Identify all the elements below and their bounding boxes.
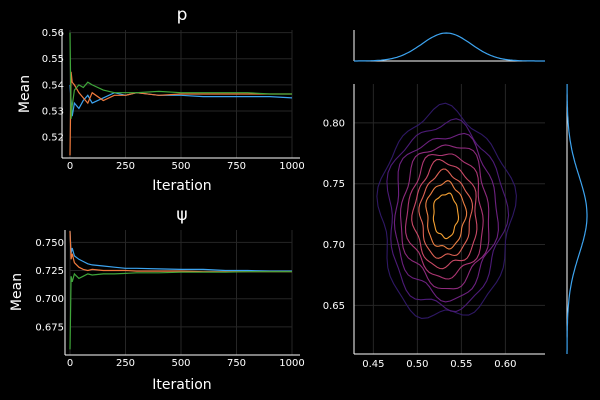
contour-level-4: [399, 144, 490, 290]
p-trace-panel: p 0 250 500 750 1000 0.52 0.53 0.54 0.55 0.56 Ite…: [17, 5, 305, 194]
top-marginal-curve: [354, 32, 545, 62]
psi-ytick-label: 0.750: [35, 238, 64, 249]
psi-series-line-3: [69, 271, 292, 350]
p-xtick-label: 250: [116, 161, 135, 172]
right-marginal-curve: [566, 84, 588, 354]
psi-xtick-label: 0: [67, 358, 73, 369]
psi-title: ψ: [176, 205, 187, 225]
contour-gridlines: [354, 84, 545, 354]
p-ytick-label: 0.52: [42, 133, 64, 144]
contour-level-8: [425, 180, 468, 250]
p-ylabel: Mean: [17, 75, 33, 113]
joint-density-panel: 0.45 0.50 0.55 0.60 0.65 0.70 0.75 0.80: [323, 30, 588, 370]
contour-level-3: [393, 132, 499, 303]
psi-ylabel: Mean: [9, 273, 25, 311]
contour-xtick-label: 0.45: [362, 359, 384, 370]
contour-ytick-label: 0.80: [323, 118, 345, 129]
contour-ytick-label: 0.65: [323, 301, 345, 312]
p-xtick-label: 750: [227, 161, 246, 172]
contour-xtick-label: 0.55: [450, 359, 472, 370]
psi-ytick-label: 0.675: [35, 322, 64, 333]
contour-level-5: [404, 153, 484, 280]
psi-xtick-label: 750: [227, 358, 246, 369]
psi-ytick-label: 0.725: [35, 266, 64, 277]
p-ytick-label: 0.55: [42, 54, 64, 65]
psi-xtick-label: 500: [171, 358, 190, 369]
top-marginal-density: [353, 30, 545, 62]
p-series-line-2: [69, 71, 292, 156]
psi-xtick-label: 250: [116, 358, 135, 369]
contour-level-7: [418, 168, 474, 259]
contour-lines: [376, 102, 517, 319]
psi-series-lines: [69, 231, 292, 350]
p-xtick-label: 1000: [279, 161, 304, 172]
right-marginal-density: [566, 84, 588, 354]
p-xtick-label: 0: [67, 161, 73, 172]
contour-level-9: [432, 192, 460, 240]
p-series-line-3: [69, 32, 292, 119]
p-tick-labels: 0 250 500 750 1000 0.52 0.53 0.54 0.55 0.56: [42, 28, 305, 172]
contour-xtick-label: 0.50: [406, 359, 428, 370]
p-series-line-1: [69, 84, 293, 117]
psi-ytick-label: 0.700: [35, 294, 64, 305]
p-ytick-label: 0.56: [42, 28, 64, 39]
psi-trace-panel: ψ 0 250 500 750 1000 0.675 0.700 0.725 0.750 Ite…: [9, 205, 305, 393]
contour-xtick-label: 0.60: [494, 359, 516, 370]
contour-tick-labels: 0.45 0.50 0.55 0.60 0.65 0.70 0.75 0.80: [323, 118, 517, 370]
psi-tick-labels: 0 250 500 750 1000 0.675 0.700 0.725 0.750: [35, 238, 304, 369]
psi-series-line-1: [69, 231, 292, 272]
psi-xlabel: Iteration: [152, 377, 211, 393]
p-xlabel: Iteration: [152, 178, 211, 194]
contour-ytick-label: 0.70: [323, 240, 345, 251]
p-ytick-label: 0.54: [42, 80, 64, 91]
p-xtick-label: 500: [171, 161, 190, 172]
p-ytick-label: 0.53: [42, 106, 64, 117]
contour-level-6: [411, 158, 478, 270]
p-title: p: [177, 5, 188, 25]
contour-level-1: [376, 102, 517, 319]
p-series-lines: [69, 32, 293, 156]
p-gridlines: [69, 30, 293, 158]
contour-level-2: [386, 118, 510, 313]
contour-ytick-label: 0.75: [323, 179, 345, 190]
psi-xtick-label: 1000: [279, 358, 304, 369]
